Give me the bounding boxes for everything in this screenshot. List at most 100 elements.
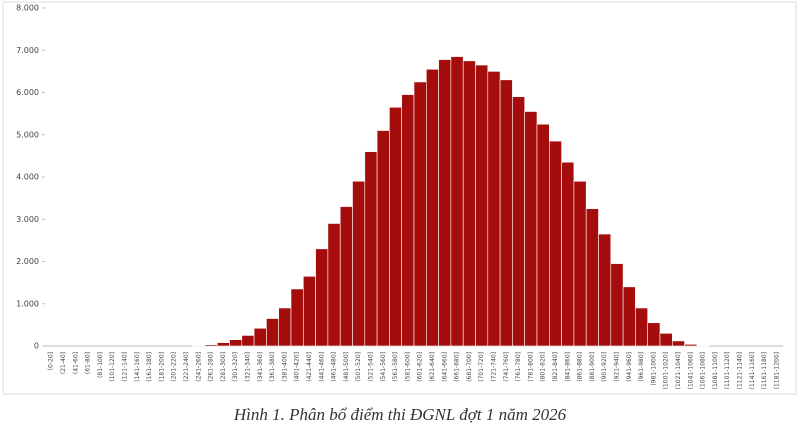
x-tick-label: (741-760] xyxy=(503,352,510,382)
x-tick-label: (341-360] xyxy=(257,352,264,382)
x-tick-label: (601-620] xyxy=(417,352,424,382)
bar xyxy=(279,308,291,346)
x-tick-label: (0-20] xyxy=(48,352,55,370)
x-tick-label: (661-680] xyxy=(454,352,461,382)
bar xyxy=(328,223,340,346)
x-tick-label: (981-1000] xyxy=(650,352,657,386)
x-tick-label: (361-380] xyxy=(269,352,276,382)
bar xyxy=(365,152,377,346)
bar xyxy=(562,162,574,346)
y-tick-label: 8.000 xyxy=(16,4,39,13)
x-tick-label: (801-820] xyxy=(540,352,547,382)
x-tick-label: (1061-1080] xyxy=(700,352,707,389)
x-tick-label: (61-80] xyxy=(85,352,92,374)
x-tick-label: (861-880] xyxy=(577,352,584,382)
x-tick-label: (761-780] xyxy=(515,352,522,382)
x-tick-label: (481-500] xyxy=(343,352,350,382)
bar xyxy=(316,249,328,346)
bar xyxy=(426,69,438,346)
x-tick-label: (321-340] xyxy=(244,352,251,382)
y-tick-label: 2.000 xyxy=(16,257,39,266)
bar xyxy=(205,345,217,346)
caption: Hình 1. Phân bổ điểm thi ĐGNL đợt 1 năm … xyxy=(233,405,567,424)
bar xyxy=(230,340,242,346)
bar xyxy=(574,181,586,346)
bar xyxy=(611,264,623,346)
bar xyxy=(599,234,611,346)
bar xyxy=(500,80,512,346)
bar xyxy=(303,276,315,346)
bar xyxy=(525,112,537,346)
bar xyxy=(451,57,463,346)
x-tick-label: (1041-1060] xyxy=(687,352,694,389)
bar xyxy=(512,97,524,346)
y-tick-label: 0 xyxy=(34,342,39,351)
x-tick-label: (221-240] xyxy=(183,352,190,382)
bar xyxy=(660,333,672,346)
x-tick-label: (1141-1160] xyxy=(749,352,756,389)
x-tick-label: (201-220] xyxy=(171,352,178,382)
x-tick-label: (541-560] xyxy=(380,352,387,382)
x-tick-label: (961-980] xyxy=(638,352,645,382)
bar xyxy=(291,289,303,346)
x-tick-label: (521-540] xyxy=(367,352,374,382)
bar xyxy=(377,131,389,346)
x-tick-label: (1081-1100] xyxy=(712,352,719,389)
bar xyxy=(217,343,229,346)
x-tick-label: (721-740] xyxy=(490,352,497,382)
bar xyxy=(685,344,697,346)
bar xyxy=(439,60,451,346)
x-tick-label: (21-40] xyxy=(60,352,67,374)
x-tick-label: (901-920] xyxy=(601,352,608,382)
bar xyxy=(242,335,254,346)
x-tick-label: (381-400] xyxy=(281,352,288,382)
x-tick-label: (821-840] xyxy=(552,352,559,382)
x-tick-label: (301-320] xyxy=(232,352,239,382)
x-tick-label: (461-480] xyxy=(331,352,338,382)
bar xyxy=(648,323,660,346)
x-tick-label: (1121-1140] xyxy=(736,352,743,389)
bar xyxy=(623,287,635,346)
bar xyxy=(266,319,278,346)
x-tick-label: (401-420] xyxy=(294,352,301,382)
bar xyxy=(414,82,426,346)
bar xyxy=(635,308,647,346)
x-tick-label: (641-660] xyxy=(441,352,448,382)
y-tick-label: 4.000 xyxy=(16,173,39,182)
y-tick-label: 1.000 xyxy=(16,299,39,308)
y-tick-label: 7.000 xyxy=(16,46,39,55)
x-tick-label: (181-200] xyxy=(158,352,165,382)
bar xyxy=(549,141,561,346)
bar xyxy=(340,207,352,346)
x-tick-label: (621-640] xyxy=(429,352,436,382)
x-tick-label: (881-900] xyxy=(589,352,596,382)
x-tick-label: (781-800] xyxy=(527,352,534,382)
x-tick-label: (121-140] xyxy=(121,352,128,382)
x-tick-label: (581-600] xyxy=(404,352,411,382)
bar xyxy=(463,61,475,346)
x-tick-label: (81-100] xyxy=(97,352,104,378)
x-tick-label: (1101-1120] xyxy=(724,352,731,389)
bar xyxy=(254,328,266,346)
x-tick-label: (241-260] xyxy=(195,352,202,382)
x-tick-label: (261-280] xyxy=(208,352,215,382)
x-tick-label: (101-120] xyxy=(109,352,116,382)
bar xyxy=(537,124,549,346)
x-tick-label: (161-180] xyxy=(146,352,153,382)
y-tick-label: 3.000 xyxy=(16,215,39,224)
bar xyxy=(488,71,500,346)
x-tick-label: (141-160] xyxy=(134,352,141,382)
bar xyxy=(672,341,684,346)
bar xyxy=(402,95,414,346)
x-tick-label: (701-720] xyxy=(478,352,485,382)
x-tick-label: (1001-1020] xyxy=(663,352,670,389)
x-tick-label: (921-940] xyxy=(613,352,620,382)
x-tick-label: (281-300] xyxy=(220,352,227,382)
x-tick-label: (941-960] xyxy=(626,352,633,382)
x-tick-label: (561-580] xyxy=(392,352,399,382)
y-tick-label: 6.000 xyxy=(16,88,39,97)
x-tick-label: (441-460] xyxy=(318,352,325,382)
bar xyxy=(476,65,488,346)
